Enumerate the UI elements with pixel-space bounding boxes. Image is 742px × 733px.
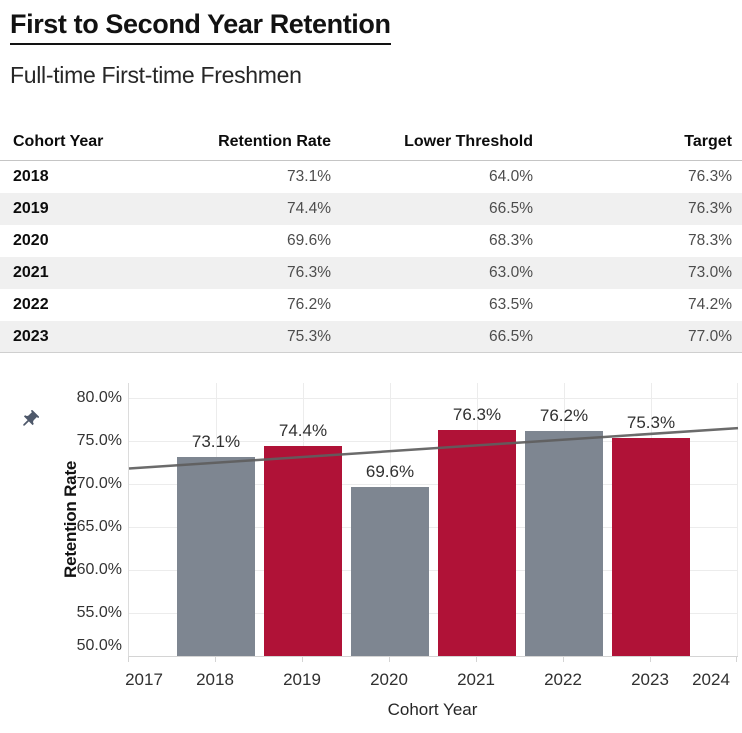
table-row-2020[interactable]: 2020 69.6% 68.3% 78.3% xyxy=(0,225,742,257)
x-axis-tick-label: 2020 xyxy=(370,670,408,689)
x-axis-tick xyxy=(563,657,564,662)
pin-icon[interactable] xyxy=(15,405,45,435)
y-axis-tick-label: 70.0% xyxy=(76,475,122,492)
y-axis-tick-label: 50.0% xyxy=(76,637,122,654)
x-axis-tick-label: 2024 xyxy=(692,670,730,689)
cohort-year-cell: 2023 xyxy=(13,327,49,345)
h-gridline xyxy=(129,613,738,614)
x-axis-tick xyxy=(215,657,216,662)
retention-rate-cell: 69.6% xyxy=(287,232,331,249)
table-row-2022[interactable]: 2022 76.2% 63.5% 74.2% xyxy=(0,289,742,321)
lower-threshold-cell: 63.0% xyxy=(489,264,533,281)
retention-rate-cell: 76.2% xyxy=(287,296,331,313)
bar-value-label: 74.4% xyxy=(278,421,328,441)
retention-chart: Retention Rate 80.0% 75.0% 70.0% 65.0% 60.0%… xyxy=(0,378,742,733)
cohort-year-cell: 2020 xyxy=(13,232,49,249)
bar-2023[interactable] xyxy=(612,438,690,656)
h-gridline xyxy=(129,484,738,485)
target-cell: 76.3% xyxy=(688,200,732,217)
x-axis-tick-label: 2019 xyxy=(283,670,321,689)
plot-area: 73.1% 74.4% 69.6% 76.3% 76.2% 75.3% xyxy=(128,383,739,657)
y-axis-tick-label: 55.0% xyxy=(76,604,122,621)
table-row-2019[interactable]: 2019 74.4% 66.5% 76.3% xyxy=(0,193,742,225)
x-axis-tick xyxy=(650,657,651,662)
column-header-target[interactable]: Target xyxy=(684,133,732,150)
column-header-cohort-year[interactable]: Cohort Year xyxy=(13,133,104,150)
page-subtitle: Full-time First-time Freshmen xyxy=(10,62,302,88)
x-axis-tick xyxy=(736,657,737,662)
retention-rate-cell: 75.3% xyxy=(287,327,331,345)
bar-value-label: 76.2% xyxy=(539,405,589,425)
bar-value-label: 75.3% xyxy=(626,413,676,433)
table-header-row: Cohort Year Retention Rate Lower Thresho… xyxy=(0,124,742,161)
h-gridline xyxy=(129,398,738,399)
bar-2020[interactable] xyxy=(351,487,429,656)
page-title: First to Second Year Retention xyxy=(10,8,391,46)
lower-threshold-cell: 66.5% xyxy=(489,327,533,345)
table-row-2023[interactable]: 2023 75.3% 66.5% 77.0% xyxy=(0,321,742,353)
header: First to Second Year Retention xyxy=(10,8,391,46)
x-axis-tick xyxy=(128,657,129,662)
x-axis-tick-label: 2017 xyxy=(125,670,163,689)
target-cell: 77.0% xyxy=(688,327,732,345)
lower-threshold-cell: 68.3% xyxy=(489,232,533,249)
table-row-2018[interactable]: 2018 73.1% 64.0% 76.3% xyxy=(0,161,742,193)
target-cell: 76.3% xyxy=(688,168,732,185)
y-axis-tick-label: 60.0% xyxy=(76,561,122,578)
bar-2019[interactable] xyxy=(264,446,342,656)
cohort-year-cell: 2022 xyxy=(13,296,49,313)
h-gridline xyxy=(129,570,738,571)
trend-line[interactable] xyxy=(128,383,739,656)
lower-threshold-cell: 64.0% xyxy=(489,168,533,185)
column-header-retention-rate[interactable]: Retention Rate xyxy=(218,133,331,150)
retention-table: Cohort Year Retention Rate Lower Thresho… xyxy=(0,124,742,353)
h-gridline xyxy=(129,441,738,442)
cohort-year-cell: 2018 xyxy=(13,168,49,185)
bar-value-label: 73.1% xyxy=(191,432,241,452)
h-gridline xyxy=(129,527,738,528)
target-cell: 78.3% xyxy=(688,232,732,249)
x-axis-tick-label: 2022 xyxy=(544,670,582,689)
x-axis-tick xyxy=(476,657,477,662)
retention-rate-cell: 73.1% xyxy=(287,168,331,185)
x-axis-tick xyxy=(302,657,303,662)
table-row-2021[interactable]: 2021 76.3% 63.0% 73.0% xyxy=(0,257,742,289)
x-axis-tick xyxy=(389,657,390,662)
bar-2021[interactable] xyxy=(438,429,516,656)
v-gridline xyxy=(737,383,738,656)
y-axis-tick-label: 65.0% xyxy=(76,518,122,535)
cohort-year-cell: 2021 xyxy=(13,264,49,281)
cohort-year-cell: 2019 xyxy=(13,200,49,217)
bar-value-label: 76.3% xyxy=(452,404,502,424)
bar-2022[interactable] xyxy=(525,430,603,656)
column-header-lower-threshold[interactable]: Lower Threshold xyxy=(404,133,533,150)
retention-rate-cell: 76.3% xyxy=(287,264,331,281)
x-axis-tick-label: 2021 xyxy=(457,670,495,689)
lower-threshold-cell: 63.5% xyxy=(489,296,533,313)
x-axis-tick-label: 2018 xyxy=(196,670,234,689)
table-body: 2018 73.1% 64.0% 76.3% 2019 74.4% 66.5% 76.3% 20… xyxy=(0,161,742,353)
bar-2018[interactable] xyxy=(177,457,255,656)
y-axis-tick-label: 80.0% xyxy=(76,389,122,406)
retention-rate-cell: 74.4% xyxy=(287,200,331,217)
target-cell: 73.0% xyxy=(688,264,732,281)
x-axis-tick-label: 2023 xyxy=(631,670,669,689)
lower-threshold-cell: 66.5% xyxy=(489,200,533,217)
target-cell: 74.2% xyxy=(688,296,732,313)
bar-value-label: 69.6% xyxy=(365,462,415,482)
x-axis-title: Cohort Year xyxy=(387,700,478,719)
y-axis-tick-label: 75.0% xyxy=(76,432,122,449)
